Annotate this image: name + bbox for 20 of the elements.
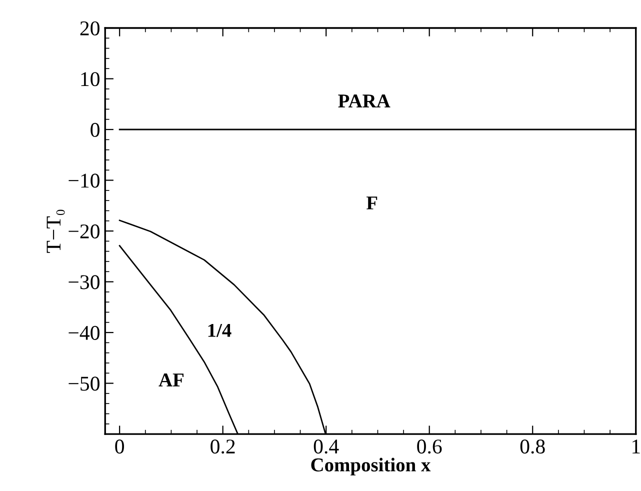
y-tick-label: −20 [68,224,100,238]
x-tick-label: 1 [632,440,640,454]
y-tick-label: −50 [68,376,100,391]
y-tick-label: −30 [68,275,100,290]
x-tick-label: 0.2 [210,440,235,454]
annotation: 1/4 [208,324,232,337]
x-tick-label: 0 [115,440,124,454]
x-axis-title: Composition x [311,458,431,476]
annotation: F [366,196,378,210]
x-tick-label: 0.6 [417,440,442,454]
x-tick-label: 0.4 [314,440,339,454]
x-tick-label: 0.8 [520,440,545,454]
y-tick-label: 10 [81,72,100,86]
annotation: AF [158,374,184,386]
y-tick-label: −10 [68,174,100,188]
annotation: PARA [338,94,390,108]
y-tick-label: −40 [68,326,100,340]
y-axis-title: T−T₀ [46,210,65,253]
y-tick-label: 0 [90,122,100,137]
y-tick-label: 20 [80,21,100,36]
